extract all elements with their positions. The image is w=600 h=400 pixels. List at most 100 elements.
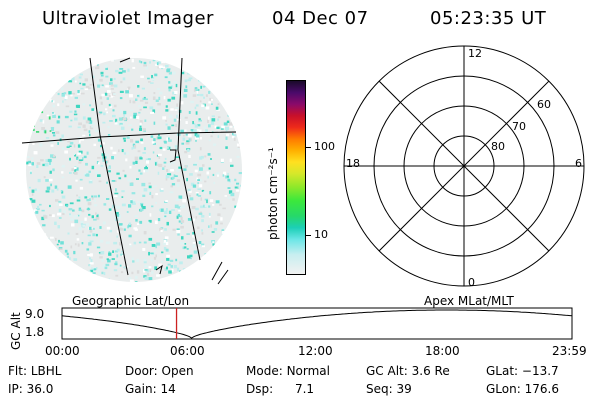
- speckle: [207, 75, 210, 78]
- speckle: [200, 205, 204, 209]
- speckle: [205, 60, 208, 63]
- speckle: [152, 142, 156, 145]
- speckle: [151, 205, 154, 208]
- speckle: [219, 203, 222, 206]
- speckle: [78, 211, 82, 215]
- speckle: [141, 192, 145, 195]
- status-gain: Gain: 14: [125, 382, 176, 396]
- speckle: [68, 91, 72, 95]
- speckle: [193, 63, 196, 68]
- speckle: [218, 131, 221, 133]
- speckle: [64, 249, 68, 253]
- speckle: [138, 169, 141, 172]
- speckle: [33, 105, 38, 107]
- speckle: [74, 154, 77, 157]
- speckle: [80, 92, 85, 95]
- speckle: [61, 165, 66, 168]
- speckle: [74, 169, 77, 172]
- speckle: [102, 264, 105, 268]
- speckle: [82, 83, 86, 86]
- speckle: [159, 208, 161, 212]
- speckle: [77, 90, 80, 94]
- speckle: [238, 108, 241, 112]
- speckle: [109, 229, 113, 233]
- speckle: [138, 111, 141, 114]
- speckle: [167, 75, 171, 78]
- speckle: [76, 199, 81, 202]
- speckle: [152, 77, 155, 81]
- speckle: [49, 130, 52, 132]
- speckle: [219, 241, 222, 244]
- speckle: [223, 171, 227, 175]
- speckle: [204, 253, 207, 256]
- speckle: [148, 237, 153, 241]
- speckle: [83, 155, 87, 159]
- speckle: [63, 275, 67, 278]
- speckle: [31, 162, 34, 166]
- speckle: [176, 184, 180, 187]
- speckle: [49, 170, 52, 174]
- speckle: [33, 209, 38, 212]
- latitude-line: [21, 131, 237, 144]
- speckle: [201, 229, 203, 232]
- speckle: [127, 88, 131, 91]
- speckle: [180, 216, 183, 220]
- speckle: [69, 145, 72, 147]
- speckle: [53, 154, 56, 158]
- speckle: [144, 101, 149, 104]
- speckle: [89, 133, 91, 137]
- speckle: [208, 225, 210, 228]
- speckle: [121, 250, 124, 253]
- speckle: [181, 142, 185, 145]
- speckle: [46, 87, 49, 89]
- speckle: [164, 141, 167, 144]
- speckle: [122, 77, 126, 81]
- speckle: [105, 160, 109, 163]
- speckle: [221, 93, 226, 95]
- speckle: [54, 86, 58, 91]
- speckle: [195, 216, 198, 219]
- speckle: [45, 86, 49, 89]
- speckle: [42, 236, 46, 240]
- speckle: [166, 169, 169, 172]
- speckle: [219, 80, 222, 83]
- speckle: [42, 86, 45, 89]
- speckle: [153, 92, 156, 95]
- speckle: [161, 59, 165, 64]
- speckle: [88, 273, 92, 277]
- speckle: [101, 84, 104, 87]
- speckle: [50, 144, 54, 147]
- speckle: [120, 109, 123, 114]
- speckle: [157, 279, 162, 282]
- speckle: [210, 224, 212, 228]
- speckle: [122, 225, 125, 229]
- speckle: [233, 137, 236, 141]
- speckle: [106, 111, 108, 114]
- speckle: [35, 270, 38, 273]
- speckle: [135, 98, 138, 101]
- speckle: [111, 180, 116, 182]
- speckle: [232, 261, 236, 265]
- speckle: [165, 105, 168, 108]
- speckle: [131, 271, 134, 275]
- speckle: [44, 72, 48, 76]
- speckle: [26, 161, 29, 165]
- speckle: [194, 106, 197, 110]
- speckle: [131, 182, 134, 186]
- speckle: [69, 213, 71, 216]
- speckle: [199, 263, 202, 267]
- speckle: [67, 144, 70, 147]
- speckle: [204, 273, 208, 277]
- speckle: [224, 195, 227, 197]
- speckle: [30, 91, 33, 94]
- speckle: [200, 93, 204, 97]
- speckle: [176, 168, 180, 172]
- speckle: [89, 179, 93, 184]
- speckle: [93, 143, 97, 147]
- time-tick-18: 18:00: [425, 344, 460, 358]
- speckle: [50, 236, 54, 239]
- speckle: [239, 248, 242, 252]
- speckle: [150, 252, 154, 255]
- speckle: [144, 276, 148, 280]
- speckle: [236, 278, 241, 282]
